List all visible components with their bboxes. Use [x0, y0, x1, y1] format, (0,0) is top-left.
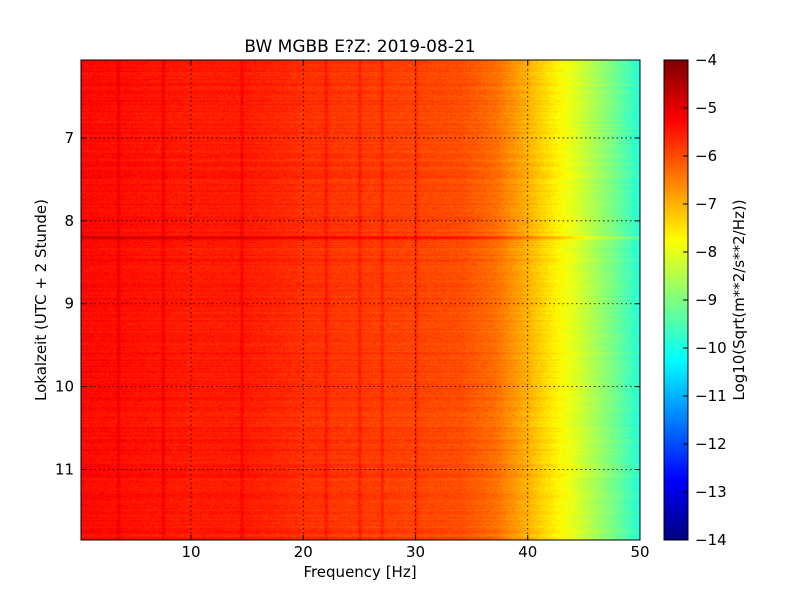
y-tick-label: 8 [64, 212, 74, 230]
colorbar-tick-label: −10 [695, 339, 727, 357]
x-tick-label: 50 [630, 543, 649, 561]
colorbar-tick-label: −8 [695, 243, 717, 261]
colorbar-tick-label: −7 [695, 195, 717, 213]
x-tick-label: 30 [406, 543, 425, 561]
y-tick-label: 9 [64, 295, 74, 313]
colorbar-tick-label: −14 [695, 531, 727, 549]
colorbar-axis: −4 −5 −6 −7 −8 −9 −10 −11 −12 −13 −14 [683, 51, 727, 549]
colorbar-tick-label: −13 [695, 483, 727, 501]
spectrogram-heatmap [81, 60, 640, 540]
y-tick-label: 10 [55, 378, 74, 396]
colorbar-tick-label: −11 [695, 387, 727, 405]
x-axis-label: Frequency [Hz] [303, 563, 416, 581]
chart-title: BW MGBB E?Z: 2019-08-21 [244, 37, 475, 57]
y-tick-label: 7 [64, 129, 74, 147]
x-tick-label: 40 [518, 543, 537, 561]
x-axis: 10 20 30 40 50 [181, 60, 650, 561]
y-tick-label: 11 [55, 461, 74, 479]
colorbar-label: Log10(Sqrt(m**2/s**2/Hz)) [730, 199, 748, 400]
x-tick-label: 10 [181, 543, 200, 561]
colorbar-tick-label: −9 [695, 291, 717, 309]
x-tick-label: 20 [294, 543, 313, 561]
y-axis-label: Lokalzeit (UTC + 2 Stunde) [32, 199, 50, 401]
y-axis: 7 8 9 10 11 [55, 129, 640, 479]
colorbar-tick-label: −4 [695, 51, 717, 69]
grid-lines [81, 60, 641, 540]
plot-frame [80, 59, 641, 541]
colorbar-tick-label: −5 [695, 99, 717, 117]
colorbar-tick-label: −6 [695, 147, 717, 165]
colorbar-tick-label: −12 [695, 435, 727, 453]
